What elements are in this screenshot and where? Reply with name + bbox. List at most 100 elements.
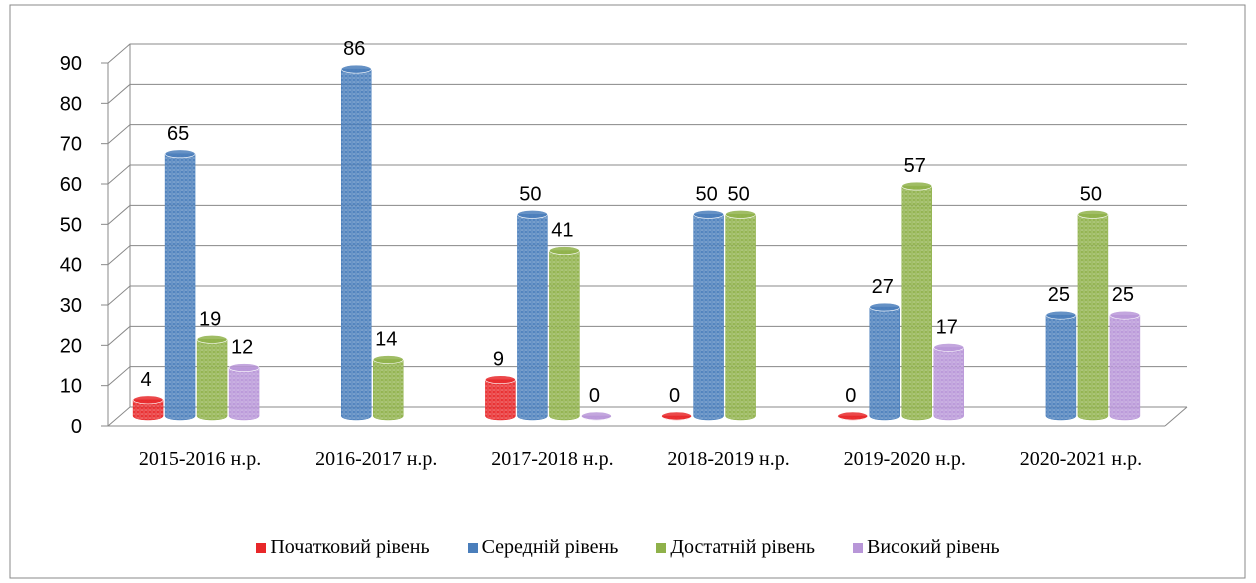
bar <box>340 64 372 421</box>
value-label: 17 <box>936 316 958 338</box>
value-label: 12 <box>231 337 253 359</box>
y-tick-label: 60 <box>60 174 82 196</box>
value-label: 50 <box>1080 183 1102 205</box>
bar-top <box>1109 310 1141 320</box>
x-tick-label: 2017-2018 н.р. <box>491 448 614 470</box>
bar-body <box>1077 214 1109 421</box>
bar-body <box>1109 314 1141 421</box>
wall-edge <box>1164 406 1188 427</box>
x-tick-label: 2020-2021 н.р. <box>1019 448 1143 470</box>
bar-body <box>517 214 548 421</box>
y-tick-label: 90 <box>60 53 82 75</box>
bar <box>837 411 869 421</box>
bar-body <box>228 367 260 421</box>
bar-top <box>517 210 548 219</box>
grid-line <box>107 164 1187 185</box>
value-label: 19 <box>199 308 221 330</box>
grid-line <box>107 406 1187 427</box>
y-tick-label: 50 <box>60 214 82 236</box>
bar <box>1109 310 1141 421</box>
legend-label: Середній рівень <box>481 536 619 558</box>
bar-top <box>132 395 164 405</box>
bar <box>901 181 933 421</box>
value-label: 0 <box>589 385 600 407</box>
bar-top <box>1045 310 1077 320</box>
y-tick-label: 40 <box>60 255 82 277</box>
legend-item: Достатній рівень <box>656 536 815 559</box>
value-label: 57 <box>904 155 926 177</box>
bar-top <box>901 181 933 191</box>
bar-top <box>372 355 404 364</box>
value-label: 14 <box>375 329 397 351</box>
bar-body <box>693 214 724 421</box>
grid-line <box>107 245 1187 266</box>
bar-top <box>581 411 612 421</box>
value-label: 0 <box>845 385 856 407</box>
bar-top <box>661 411 692 421</box>
bar-top <box>549 246 580 255</box>
value-label: 25 <box>1112 284 1134 306</box>
legend-item: Середній рівень <box>467 536 619 559</box>
x-tick-label: 2018-2019 н.р. <box>667 448 790 470</box>
bar-top <box>725 210 756 219</box>
bar <box>693 210 724 421</box>
bar <box>933 343 965 421</box>
bar-body <box>901 185 932 421</box>
value-label: 50 <box>727 183 749 205</box>
bar-body <box>373 359 404 421</box>
bar <box>1077 210 1109 421</box>
y-tick-label: 30 <box>60 295 82 317</box>
bar-body <box>341 68 372 421</box>
bar-body <box>725 214 756 421</box>
bar-top <box>196 335 228 344</box>
bar-top <box>340 64 372 74</box>
y-tick-label: 20 <box>60 335 82 357</box>
bar <box>372 355 404 421</box>
bar-top <box>869 302 901 312</box>
grid-line <box>107 83 1187 104</box>
y-tick-label: 70 <box>60 134 82 156</box>
legend-label: Початковий рівень <box>270 536 430 558</box>
bar-body <box>485 379 516 421</box>
bar <box>517 210 548 421</box>
bar-body <box>132 399 164 421</box>
value-label: 50 <box>519 183 541 205</box>
bar <box>196 335 228 421</box>
value-label: 27 <box>872 276 894 298</box>
bar-body <box>869 306 900 421</box>
bar <box>228 363 260 421</box>
grid-line <box>107 124 1187 145</box>
bar-top <box>228 363 260 372</box>
legend-swatch <box>256 542 267 553</box>
value-label: 86 <box>343 38 365 60</box>
bar-top <box>933 343 965 352</box>
bar-body <box>164 153 196 421</box>
bar-body <box>196 339 228 421</box>
value-label: 4 <box>141 369 152 391</box>
bar-body <box>549 250 580 421</box>
bar <box>869 302 901 421</box>
bar <box>132 395 164 421</box>
legend-label: Достатній рівень <box>670 536 816 558</box>
value-label: 50 <box>695 183 717 205</box>
x-tick-label: 2016-2017 н.р. <box>315 448 438 470</box>
x-tick-label: 2015-2016 н.р. <box>138 448 262 470</box>
bar <box>485 375 516 421</box>
grid-line <box>107 204 1187 225</box>
legend-swatch <box>853 542 864 553</box>
grid-line <box>107 43 1187 64</box>
grid-line <box>107 325 1187 346</box>
bar-top <box>693 210 724 219</box>
bar-top <box>1077 210 1109 219</box>
grid-line <box>107 366 1187 387</box>
value-label: 0 <box>669 385 680 407</box>
bar-body <box>1045 314 1077 421</box>
value-label: 25 <box>1048 284 1070 306</box>
y-tick-label: 0 <box>71 416 82 438</box>
bar <box>725 210 756 421</box>
bar-top <box>485 375 516 385</box>
x-tick-label: 2019-2020 н.р. <box>843 448 966 470</box>
value-label: 41 <box>551 220 573 242</box>
value-label: 65 <box>167 123 189 145</box>
